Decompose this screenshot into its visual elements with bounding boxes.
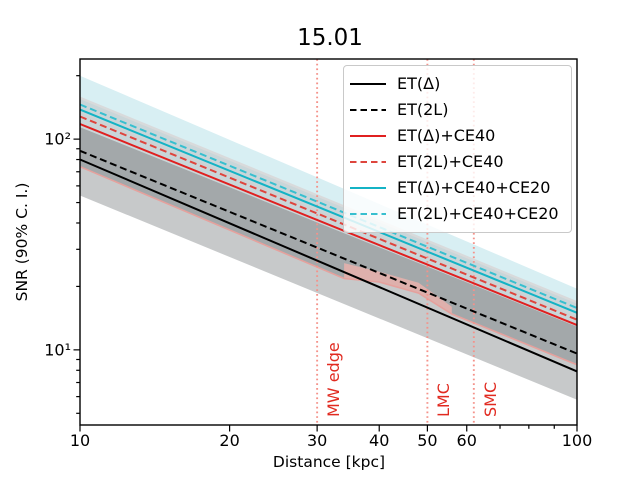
tick-label: 10¹ [44, 340, 71, 359]
legend-item: ET(Δ)+CE40 [350, 123, 559, 149]
confidence-band-cyan-band-upper [80, 75, 577, 303]
legend-line-sample [350, 135, 386, 137]
legend-item-label: ET(2L) [397, 100, 449, 119]
vline-label-lmc: LMC [434, 383, 454, 417]
series-line-ET(Δ)+CE40 [79, 123, 578, 327]
tick-label: 50 [417, 431, 437, 450]
band-edge-gray-edge-inner [79, 112, 578, 319]
pink-ci-patch [344, 263, 452, 314]
legend-line-sample [350, 83, 386, 85]
legend-line-sample [350, 109, 386, 111]
tick-label: 40 [369, 431, 389, 450]
plot-title: 15.01 [297, 25, 363, 51]
axes-spines [79, 58, 578, 426]
legend-item-label: ET(Δ)+CE40 [397, 126, 496, 145]
confidence-band-dark-overlap-band [80, 127, 577, 365]
legend-item-label: ET(Δ) [397, 74, 441, 93]
vline-label-smc: SMC [480, 381, 500, 417]
vline-label-mw-edge: MW edge [324, 342, 344, 417]
series-line-ET(2L)+CE40+CE20 [79, 103, 578, 309]
series-line-ET(2L) [79, 149, 578, 355]
legend: ET(Δ) ET(2L) ET(Δ)+CE40 ET(2L)+CE40 ET(Δ… [343, 65, 572, 233]
band-edge-gray-edge-upper [79, 96, 578, 304]
tick-label: 10 [70, 431, 90, 450]
series-line-ET(Δ)+CE40+CE20 [79, 108, 578, 314]
legend-line-sample [350, 213, 386, 215]
tick-label: 10² [44, 130, 71, 149]
pink-ci-edge-line [79, 165, 578, 366]
legend-item: ET(Δ) [350, 71, 559, 97]
x-axis-label: Distance [kpc] [272, 453, 386, 471]
legend-line-sample [350, 161, 386, 163]
legend-item-label: ET(2L)+CE40+CE20 [397, 204, 559, 223]
series-line-ET(Δ) [79, 158, 578, 373]
tick-label: 20 [219, 431, 239, 450]
tick-label: 100 [562, 431, 593, 450]
y-axis-label: SNR (90% C. I.) [13, 182, 31, 302]
legend-item-label: ET(2L)+CE40 [397, 152, 504, 171]
legend-item-label: ET(Δ)+CE40+CE20 [397, 178, 551, 197]
legend-line-sample [350, 187, 386, 189]
tick-label: 30 [307, 431, 327, 450]
legend-item: ET(Δ)+CE40+CE20 [350, 175, 559, 201]
series-line-ET(2L)+CE40 [79, 115, 578, 321]
tick-label: 60 [457, 431, 477, 450]
legend-item: ET(2L)+CE40+CE20 [350, 201, 559, 227]
legend-item: ET(2L) [350, 97, 559, 123]
legend-item: ET(2L)+CE40 [350, 149, 559, 175]
confidence-band-gray-band-lower [80, 166, 577, 400]
